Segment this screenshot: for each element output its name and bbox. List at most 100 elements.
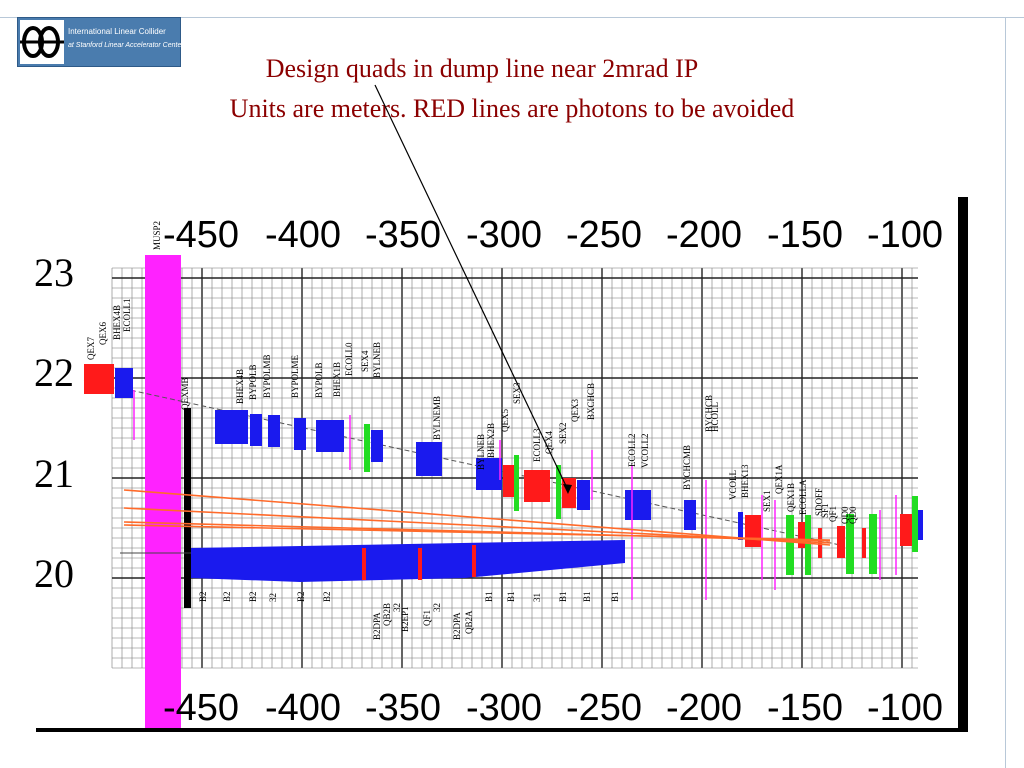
bend-block	[215, 410, 248, 444]
element-label: BHEX1B	[332, 362, 342, 397]
element-label: 31	[532, 593, 542, 602]
y-tick: 23	[34, 250, 74, 295]
right-border-line	[1005, 17, 1006, 768]
thin-markers	[133, 390, 897, 600]
element-label: QEX3	[570, 399, 580, 422]
element-label: BXCHCB	[586, 383, 596, 420]
x-tick-top: -200	[666, 214, 742, 256]
element-label: 32	[268, 593, 278, 602]
element-label: B2	[198, 591, 208, 602]
element-label: BYLNEB	[372, 342, 382, 378]
quad-qex7	[84, 364, 114, 394]
quad-qex4	[524, 470, 550, 502]
element-label: BYPOLB	[314, 362, 324, 398]
element-label: B1	[484, 591, 494, 602]
bend-block	[294, 418, 306, 450]
element-label: QB2A	[464, 610, 474, 634]
x-tick-top: -250	[566, 214, 642, 256]
element-label: ECOLLA	[798, 479, 808, 515]
x-tick-bottom: -150	[767, 687, 843, 729]
frame-bottom-edge	[36, 728, 968, 732]
bend-bychcb	[684, 500, 696, 530]
x-tick-bottom: -200	[666, 687, 742, 729]
annotation-arrow	[374, 84, 569, 491]
collimator-sex4	[364, 424, 370, 472]
bend-block	[476, 458, 502, 490]
element-label: B2	[322, 591, 332, 602]
element-label: BHEX4B	[112, 305, 122, 340]
quad-red-stripe	[472, 545, 476, 577]
element-label: QB2B	[382, 603, 392, 626]
x-tick-bottom: -100	[867, 687, 943, 729]
logo-line-1: International Linear Collider	[68, 27, 166, 36]
element-label: B1	[610, 591, 620, 602]
element-label: BYCHCB	[704, 395, 714, 432]
logo-line-2: at Stanford Linear Accelerator Center	[68, 42, 184, 49]
collimator	[912, 496, 918, 552]
bend-bhex4b	[115, 368, 133, 398]
element-label: QF1	[422, 610, 432, 626]
element-label: BYPOLB	[248, 364, 258, 400]
collimator	[556, 465, 561, 519]
element-label: QD0	[840, 506, 850, 524]
element-label: 32	[392, 603, 402, 612]
slide-title-line-2: Units are meters. RED lines are photons …	[229, 94, 795, 123]
element-label: SEX2	[558, 422, 568, 444]
x-tick-bottom: -350	[365, 687, 441, 729]
element-label: QD0	[848, 506, 858, 524]
element-label: SF1	[820, 503, 830, 518]
element-label: QEXMB	[180, 377, 190, 410]
element-label: ECOLL1	[122, 299, 132, 333]
quad	[862, 528, 866, 558]
element-label: SDOFF	[814, 488, 824, 516]
element-label: B2DPA	[452, 612, 462, 640]
collimator	[514, 455, 519, 511]
element-label: B1	[558, 591, 568, 602]
element-label: ECOLL2	[627, 434, 637, 468]
collimator	[786, 515, 794, 575]
element-label: BHEX2B	[486, 423, 496, 458]
ilc-logo-icon	[20, 20, 64, 64]
bend-block	[416, 442, 442, 476]
x-tick-top: -300	[466, 214, 542, 256]
element-label: BHEX13	[740, 464, 750, 498]
x-tick-top: -100	[867, 214, 943, 256]
bend-bxchcb	[577, 480, 590, 510]
element-label: BYCHCMB	[682, 445, 692, 490]
main-dump-bend-block	[191, 540, 625, 582]
element-label: 32	[432, 603, 442, 612]
element-label: B2EP1	[400, 606, 410, 632]
x-axis-top: -450 -400 -350 -300 -250 -200 -150 -100	[163, 214, 943, 256]
element-label: QEX4	[544, 431, 554, 454]
x-tick-top: -150	[767, 214, 843, 256]
element-label: QEX5	[500, 409, 510, 432]
quad-final	[900, 514, 914, 546]
x-tick-top: -350	[365, 214, 441, 256]
y-tick: 20	[34, 551, 74, 596]
x-tick-top: -400	[265, 214, 341, 256]
element-label: QEX7	[86, 337, 96, 360]
quad-qex1a	[745, 515, 761, 547]
y-tick: 22	[34, 350, 74, 395]
y-axis: 23 22 21 20	[34, 250, 74, 596]
element-label: B1	[582, 591, 592, 602]
element-label: BYPOLME	[290, 354, 300, 398]
quad-qex5	[503, 465, 517, 497]
element-label: ECOLL3	[532, 428, 542, 462]
element-label: HCOLL	[710, 402, 720, 432]
musp2-label: MUSP2	[152, 221, 162, 250]
element-label: B1	[506, 591, 516, 602]
extraction-beam-line	[83, 379, 841, 546]
collimator	[869, 514, 877, 574]
element-label: SEX3	[512, 382, 522, 404]
photon-lines	[123, 489, 831, 546]
bend-block	[371, 430, 383, 462]
element-label: QF1	[828, 506, 838, 522]
element-label: VCOLL	[728, 470, 738, 500]
element-label: B2	[222, 591, 232, 602]
element-label: B2	[296, 591, 306, 602]
x-tick-bottom: -400	[265, 687, 341, 729]
annotation-arrowhead	[563, 484, 572, 494]
y-tick: 21	[34, 451, 74, 496]
bend-final	[918, 510, 923, 540]
